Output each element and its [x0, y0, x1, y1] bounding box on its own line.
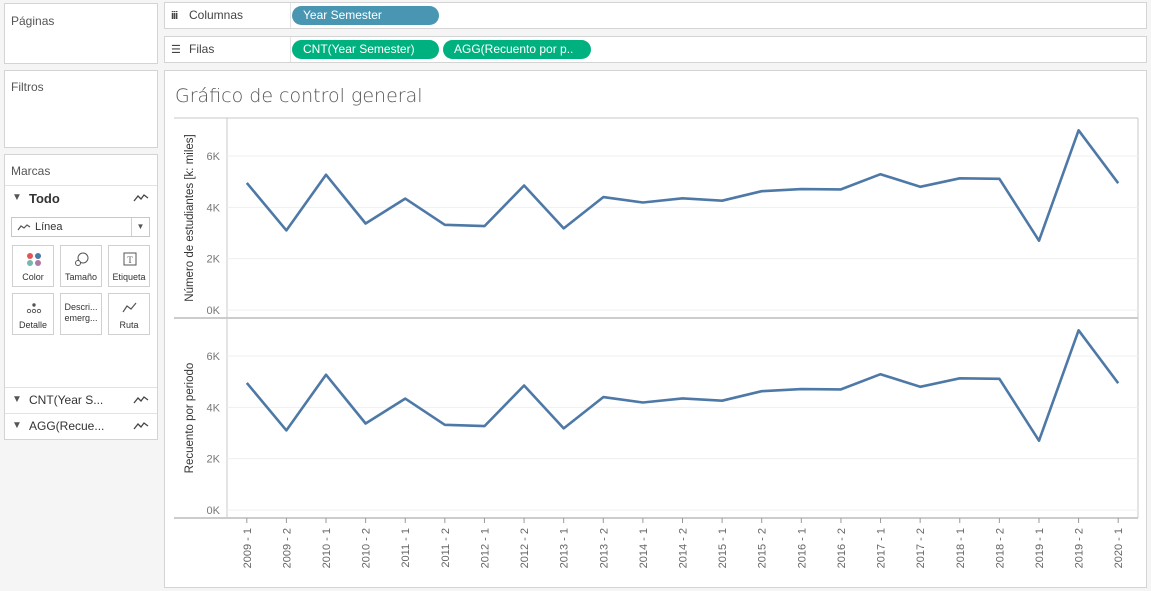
line-mark-icon: [133, 422, 149, 430]
marks-panel: Marcas ▼ Todo Línea ▼ Color Tamaño T Eti…: [4, 154, 158, 440]
detail-icon: [26, 303, 42, 314]
label-tile-label: Etiqueta: [112, 272, 146, 282]
tooltip-label-line-2: emerg...: [64, 313, 98, 323]
rows-shelf-label: ☰ Filas: [171, 37, 214, 62]
detail-tile-label: Detalle: [18, 320, 47, 330]
marks-measure-row-1[interactable]: ▼ CNT(Year S...: [5, 387, 157, 413]
text-label-icon: T: [123, 252, 137, 266]
shelf-divider: [290, 3, 291, 28]
rows-label-text: Filas: [189, 42, 215, 56]
tooltip-tile-label: Descri... emerg...: [61, 302, 101, 324]
rows-icon: ☰: [171, 44, 181, 56]
columns-icon: iii: [171, 10, 178, 22]
shelf-divider: [290, 37, 291, 62]
columns-label-text: Columnas: [189, 8, 244, 22]
rows-shelf[interactable]: ☰ Filas CNT(Year Semester) AGG(Recuento p…: [164, 36, 1147, 63]
color-tile[interactable]: Color: [12, 245, 54, 287]
columns-shelf[interactable]: iii Columnas Year Semester: [164, 2, 1147, 29]
path-tile-label: Ruta: [119, 320, 139, 330]
marks-all-row[interactable]: ▼ Todo: [5, 185, 157, 211]
color-icon: [27, 253, 41, 266]
marks-all-label: Todo: [29, 191, 60, 206]
tooltip-tile[interactable]: Descri... emerg...: [60, 293, 102, 335]
filters-panel[interactable]: Filtros: [4, 70, 158, 148]
measure-2-label: AGG(Recue...: [29, 419, 105, 433]
chevron-down-icon: ▼: [12, 394, 22, 405]
columns-shelf-label: iii Columnas: [171, 3, 243, 28]
measure-1-label: CNT(Year S...: [29, 393, 104, 407]
chevron-down-icon: ▼: [12, 192, 22, 203]
pages-panel[interactable]: Páginas: [4, 3, 158, 64]
detail-tile[interactable]: Detalle: [12, 293, 54, 335]
filters-title: Filtros: [11, 80, 44, 94]
tooltip-label-line-1: Descri...: [64, 302, 98, 312]
agg-recuento-pill[interactable]: AGG(Recuento por p..: [443, 40, 591, 59]
size-tile[interactable]: Tamaño: [60, 245, 102, 287]
chart-panel: Gráfico de control general: [164, 70, 1147, 588]
pages-title: Páginas: [11, 14, 55, 28]
chart-title: Gráfico de control general: [175, 85, 423, 107]
color-tile-label: Color: [22, 272, 44, 282]
marks-title: Marcas: [11, 164, 51, 178]
path-icon: [122, 302, 137, 313]
cnt-year-semester-pill[interactable]: CNT(Year Semester): [292, 40, 439, 59]
line-mark-icon: [133, 194, 149, 202]
marks-measure-row-2[interactable]: ▼ AGG(Recue...: [5, 413, 157, 439]
path-tile[interactable]: Ruta: [108, 293, 150, 335]
label-tile[interactable]: T Etiqueta: [108, 245, 150, 287]
size-icon: [75, 252, 89, 266]
line-mark-icon: [133, 396, 149, 404]
size-tile-label: Tamaño: [64, 272, 98, 282]
year-semester-pill[interactable]: Year Semester: [292, 6, 439, 25]
chevron-down-icon: ▼: [12, 420, 22, 431]
line-mark-icon: [17, 224, 31, 231]
svg-text:T: T: [127, 255, 133, 265]
mark-type-dropdown[interactable]: Línea ▼: [11, 217, 150, 237]
dropdown-arrow-icon: ▼: [131, 218, 149, 236]
mark-type-value: Línea: [35, 221, 63, 233]
